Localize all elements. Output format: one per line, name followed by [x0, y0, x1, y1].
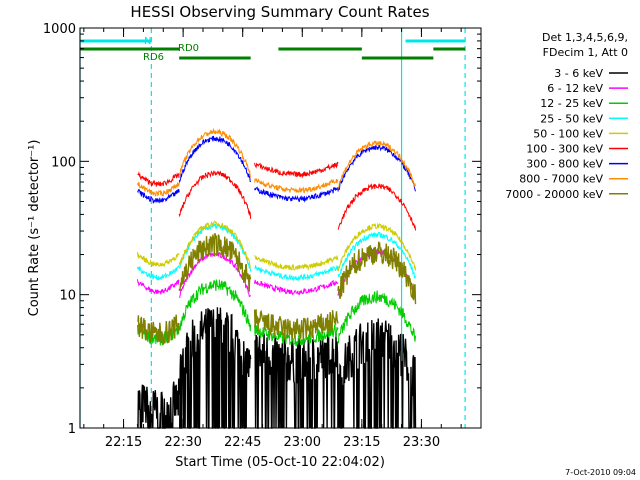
- series-trace: [178, 170, 252, 219]
- legend-label: 3 - 6 keV: [554, 67, 603, 80]
- series-trace: [137, 279, 180, 295]
- x-axis-label: Start Time (05-Oct-10 22:04:02): [175, 455, 385, 470]
- series-trace: [137, 265, 180, 281]
- series-trace: [178, 135, 252, 184]
- series-trace: [254, 255, 339, 271]
- y-tick-label: 100: [51, 155, 76, 170]
- x-tick-label: 22:30: [164, 435, 201, 450]
- series-trace: [337, 231, 416, 280]
- legend-label: 6 - 12 keV: [547, 82, 603, 95]
- y-axis-label: Count Rate (s⁻¹ detector⁻¹): [27, 140, 42, 317]
- series-trace: [253, 309, 339, 341]
- series-trace: [337, 290, 416, 344]
- legend-label: 100 - 300 keV: [526, 143, 603, 156]
- legend: Det 1,3,4,5,6,9, FDecim 1, Att 0 3 - 6 keV…: [505, 31, 628, 201]
- legend-label: 7000 - 20000 keV: [505, 188, 603, 201]
- series-trace: [337, 318, 417, 429]
- series-trace: [337, 144, 416, 192]
- series-trace: [137, 188, 180, 204]
- x-tick-label: 23:15: [343, 435, 380, 450]
- series-trace: [254, 161, 339, 179]
- series-trace: [337, 183, 416, 231]
- series-trace: [137, 171, 180, 188]
- x-tick-label: 22:45: [224, 435, 261, 450]
- chart-title: HESSI Observing Summary Count Rates: [130, 3, 429, 21]
- series-trace: [337, 222, 416, 272]
- series-trace: [254, 279, 339, 296]
- series-trace: [254, 265, 339, 282]
- series-trace: [254, 323, 339, 347]
- series-trace: [254, 333, 339, 429]
- x-tick-label: 22:15: [105, 435, 142, 450]
- x-axis: 22:15 22:30 22:45 23:00 23:15 23:30: [83, 28, 482, 450]
- series-trace: [137, 314, 180, 345]
- series-trace: [178, 127, 252, 179]
- legend-label: 50 - 100 keV: [533, 127, 603, 140]
- legend-label: 300 - 800 keV: [526, 158, 603, 171]
- plot-area: N RD0 RD6: [79, 28, 466, 429]
- series-trace: [136, 378, 180, 429]
- plot-frame: [79, 27, 482, 429]
- x-tick-label: 23:30: [403, 435, 440, 450]
- series-trace: [254, 178, 339, 194]
- series-trace: [137, 252, 180, 268]
- x-tick-label: 23:00: [284, 435, 321, 450]
- legend-header: FDecim 1, Att 0: [543, 46, 628, 59]
- series-trace: [178, 278, 252, 332]
- series-trace: [254, 186, 339, 203]
- y-axis: 1 10 100 1000: [43, 22, 481, 437]
- y-tick-label: 10: [59, 289, 76, 304]
- legend-label: 12 - 25 keV: [540, 97, 603, 110]
- y-tick-label: 1000: [43, 22, 76, 37]
- legend-header: Det 1,3,4,5,6,9,: [542, 31, 628, 44]
- timestamp: 7-Oct-2010 09:04: [565, 468, 636, 477]
- flag-label: RD0: [178, 43, 199, 54]
- legend-label: 800 - 7000 keV: [519, 173, 603, 186]
- y-tick-label: 1: [68, 422, 76, 437]
- series-trace: [178, 220, 252, 269]
- flag-label: RD6: [143, 52, 164, 63]
- series-trace: [179, 307, 252, 429]
- legend-label: 25 - 50 keV: [540, 112, 603, 125]
- series-trace: [178, 233, 252, 292]
- series-trace: [337, 241, 417, 305]
- series-trace: [137, 182, 180, 197]
- series-trace: [337, 140, 416, 189]
- flag-label: N: [144, 36, 151, 47]
